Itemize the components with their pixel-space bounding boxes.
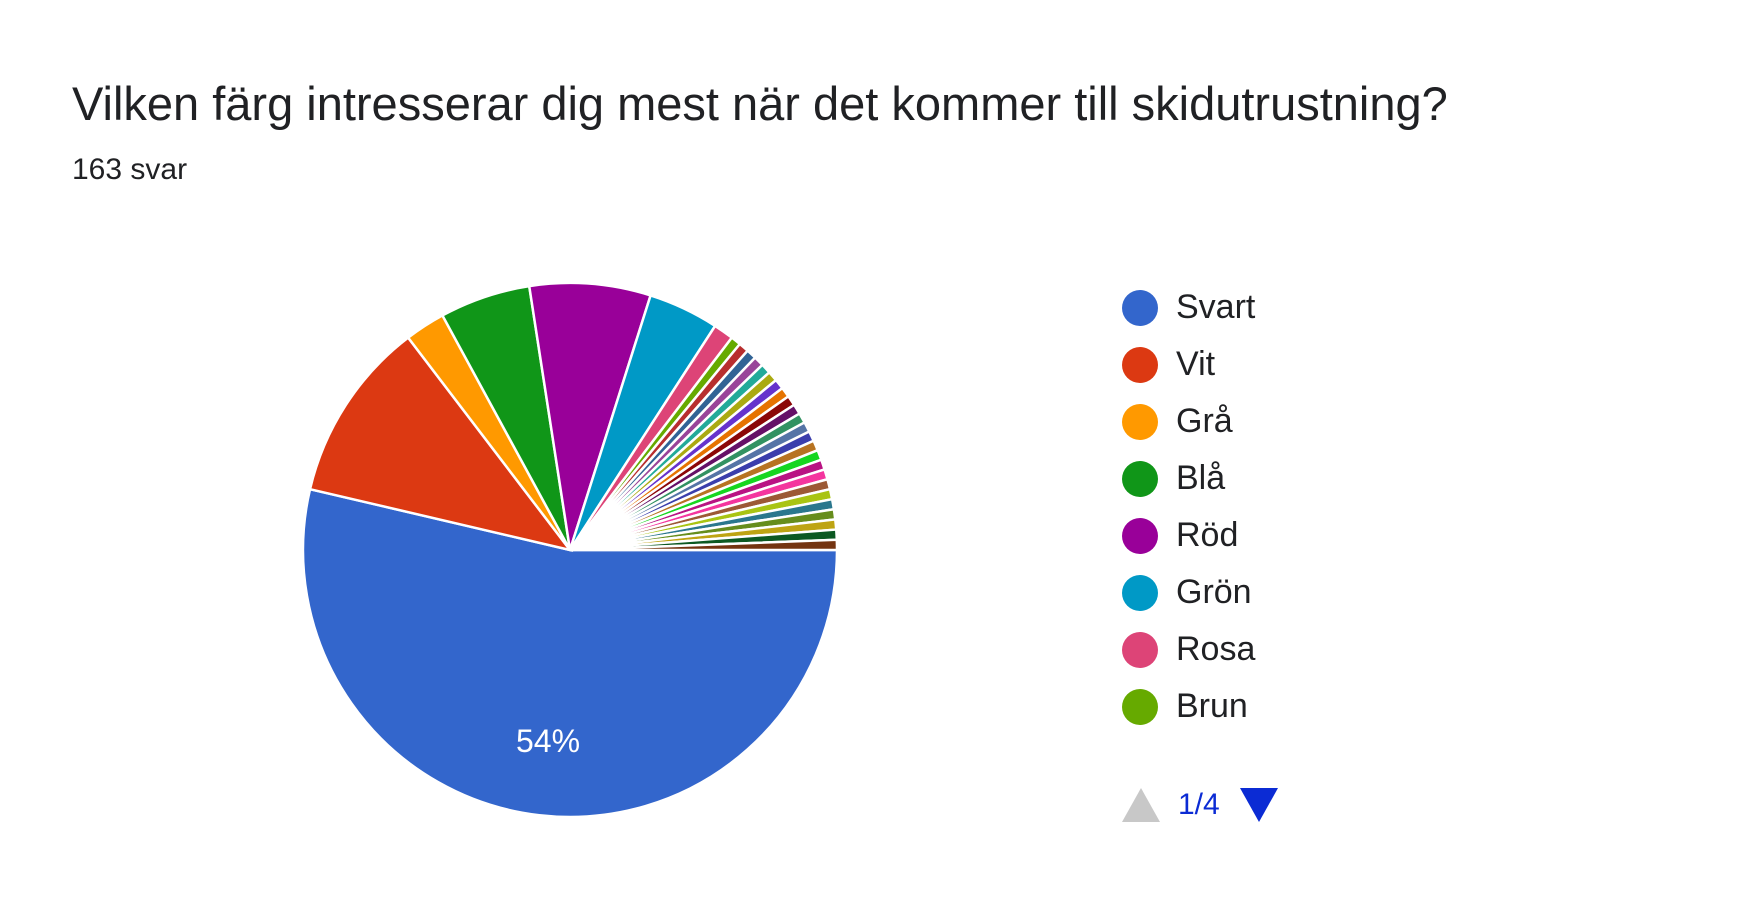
legend-swatch	[1122, 289, 1158, 326]
legend-pager: 1/4	[1122, 788, 1278, 822]
legend-label: Blå	[1176, 459, 1226, 497]
legend-item: Grön	[1122, 564, 1255, 621]
legend-item: Vit	[1122, 336, 1255, 393]
legend-item: Rosa	[1122, 621, 1255, 678]
legend-swatch	[1122, 346, 1158, 383]
legend-item: Röd	[1122, 507, 1255, 564]
question-title: Vilken färg intresserar dig mest när det…	[72, 77, 1448, 130]
legend-item: Brun	[1122, 678, 1255, 735]
legend-swatch	[1122, 631, 1158, 668]
legend-label: Röd	[1176, 516, 1239, 554]
triangle-up-icon	[1122, 788, 1160, 822]
legend-item: Grå	[1122, 393, 1255, 450]
pie-slice	[569, 538, 839, 552]
legend-label: Rosa	[1176, 630, 1256, 668]
legend-label: Grå	[1176, 402, 1233, 440]
legend-label: Vit	[1176, 345, 1216, 383]
legend-swatch	[1122, 688, 1158, 725]
legend-item: Svart	[1122, 279, 1255, 336]
legend-swatch	[1122, 574, 1158, 611]
legend-swatch	[1122, 517, 1158, 554]
response-count: 163 svar	[72, 153, 188, 186]
legend-label: Grön	[1176, 573, 1252, 611]
legend: Svart Vit Grå Blå Röd Grön Rosa Brun	[1122, 279, 1255, 735]
slice-data-label: 54%	[516, 723, 580, 759]
legend-swatch	[1122, 403, 1158, 440]
legend-item: Blå	[1122, 450, 1255, 507]
pie-slice	[301, 487, 839, 819]
legend-label: Brun	[1176, 687, 1248, 725]
triangle-down-icon[interactable]	[1239, 788, 1278, 822]
legend-label: Svart	[1176, 288, 1256, 326]
pager-text: 1/4	[1178, 788, 1220, 821]
legend-swatch	[1122, 460, 1158, 497]
pie-slice	[527, 281, 653, 551]
pie-slice	[308, 335, 574, 553]
